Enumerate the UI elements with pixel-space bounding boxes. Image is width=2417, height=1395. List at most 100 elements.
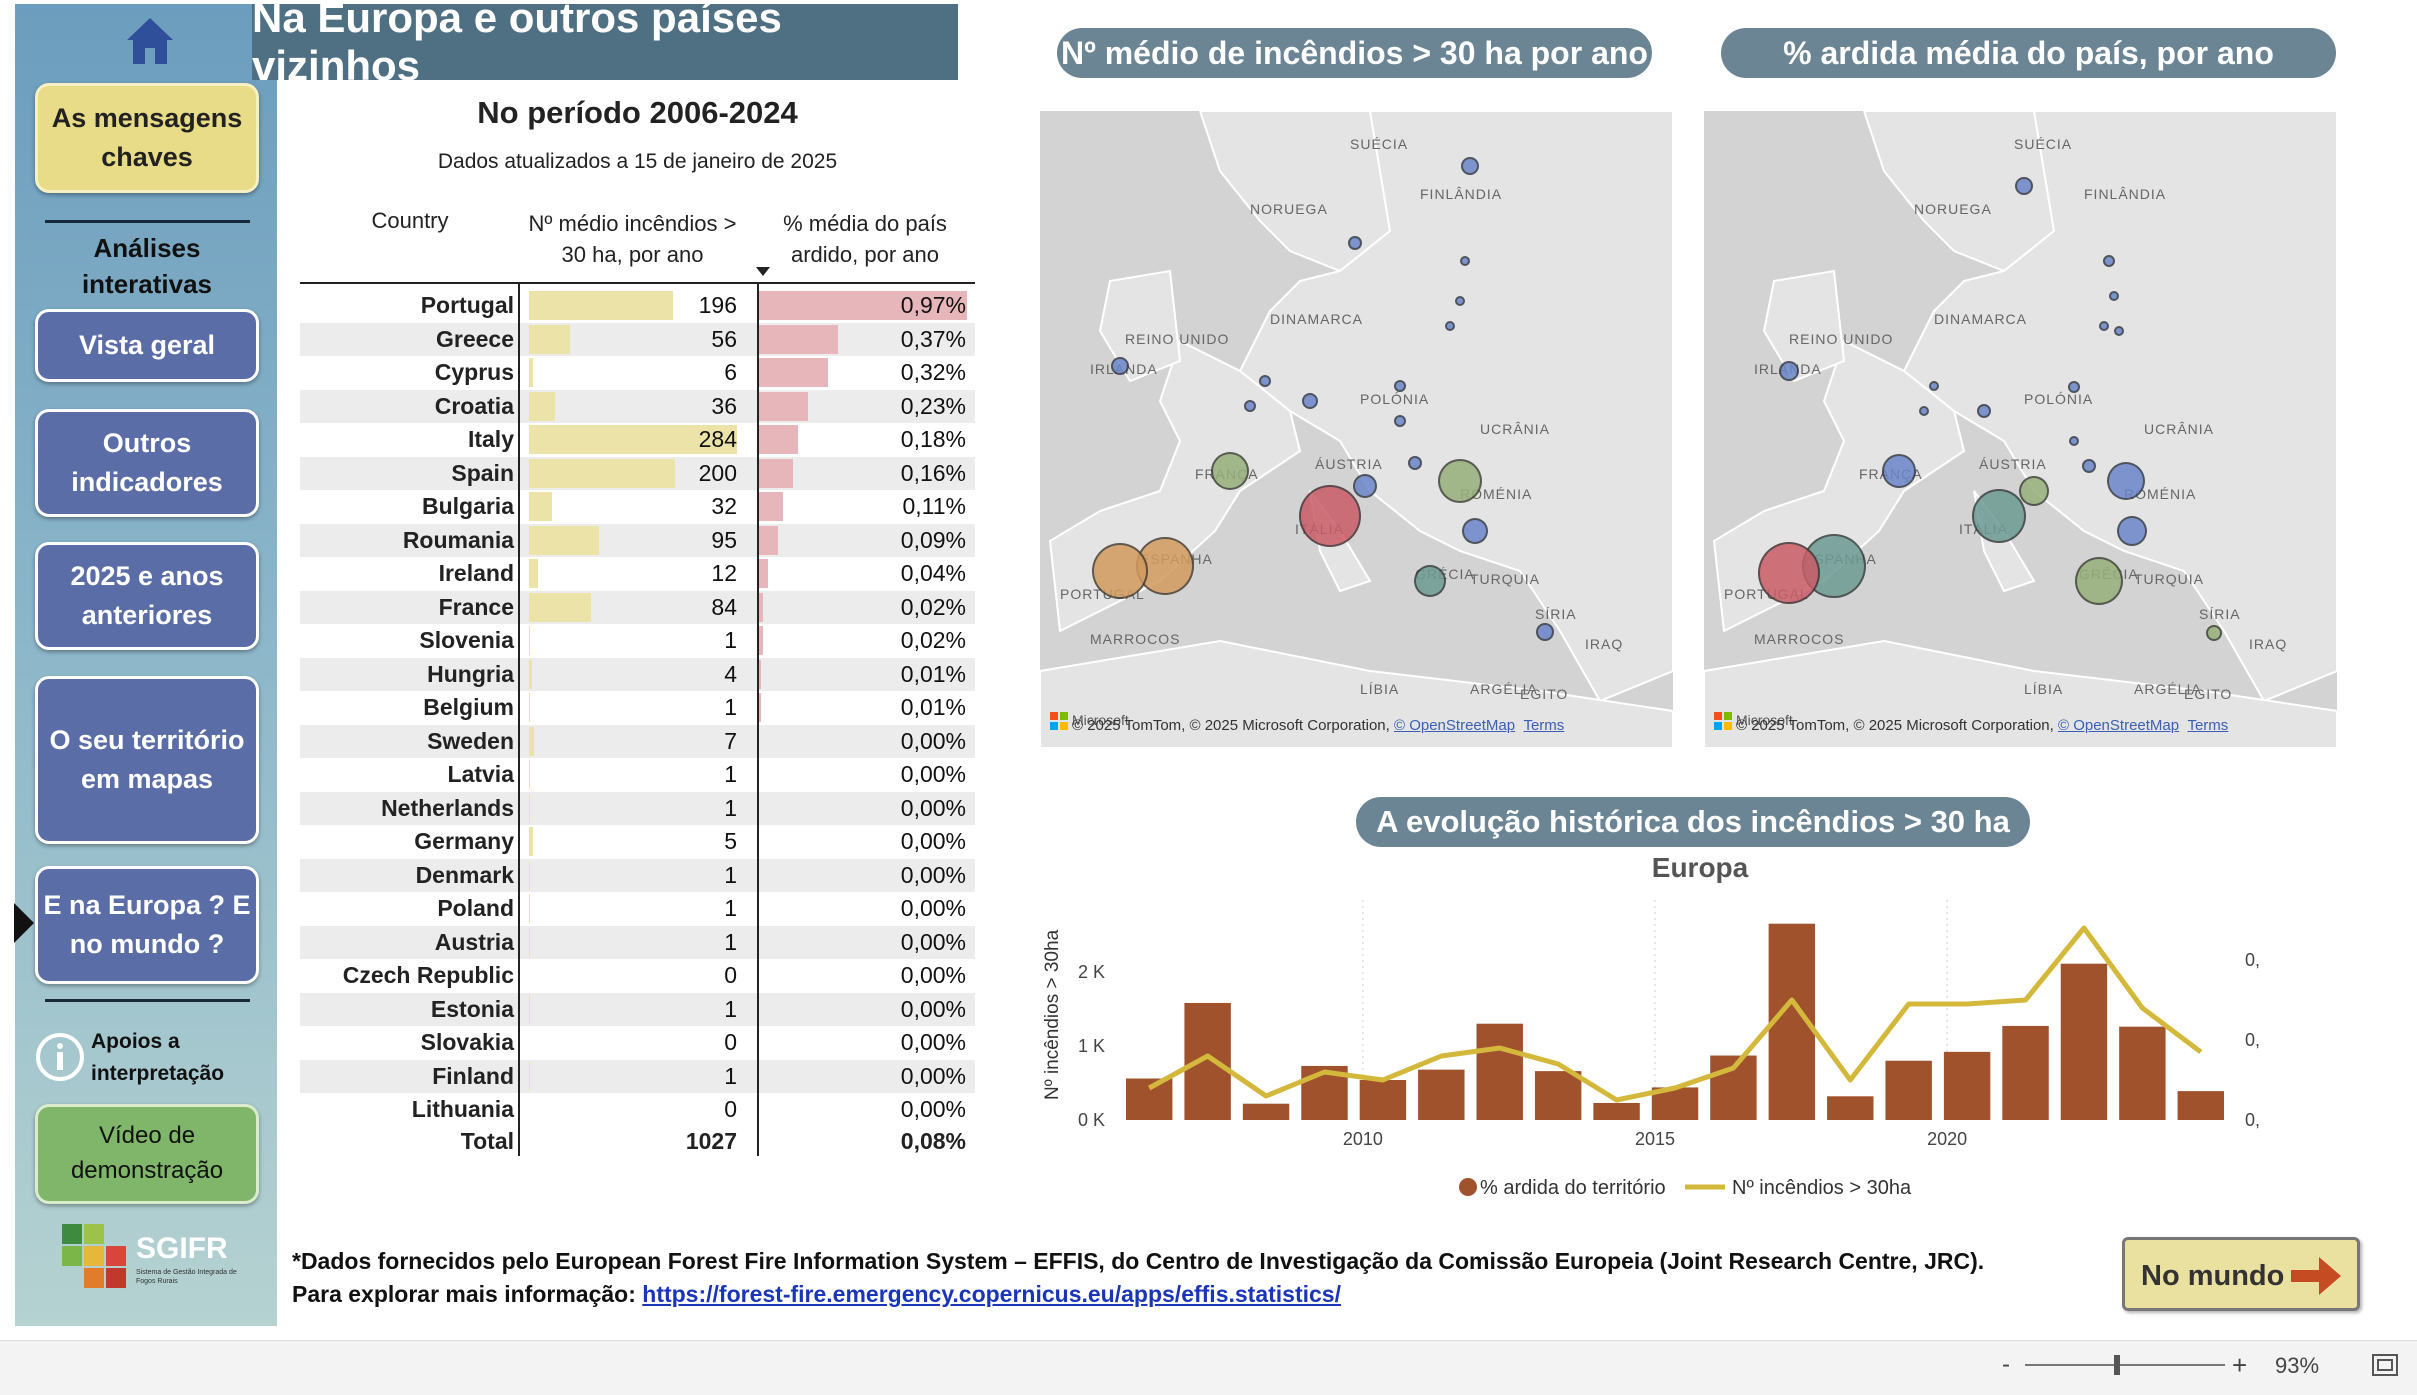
country-bubble[interactable] [1438,459,1482,503]
country-bubble[interactable] [2099,321,2109,331]
chart-bar[interactable] [2119,1026,2166,1120]
zoom-in-button[interactable]: + [2232,1350,2248,1380]
country-bubble[interactable] [1882,454,1916,488]
table-row[interactable]: Estonia 1 0,00% [300,992,975,1026]
table-row[interactable]: Netherlands 1 0,00% [300,791,975,825]
country-bubble[interactable] [1302,393,1318,409]
map-pct[interactable]: SUÉCIA FINLÂNDIA NORUEGA DINAMARCA REINO UNI… [1704,111,2337,748]
col-header-country[interactable]: Country [371,208,449,233]
table-row[interactable]: Czech Republic 0 0,00% [300,959,975,993]
chart-bar[interactable] [1184,1002,1231,1120]
country-bubble[interactable] [1414,565,1446,597]
table-row[interactable]: Slovenia 1 0,02% [300,624,975,658]
chart-bar[interactable] [2002,1025,2049,1120]
table-row[interactable]: Latvia 1 0,00% [300,758,975,792]
world-nav-button[interactable]: No mundo [2122,1237,2360,1311]
chart-bar[interactable] [1534,1071,1582,1120]
table-row[interactable]: Sweden 7 0,00% [300,724,975,758]
country-bubble[interactable] [1758,542,1820,604]
country-bubble[interactable] [2114,326,2124,336]
country-bubble[interactable] [2075,557,2123,605]
country-bubble[interactable] [2107,462,2145,500]
chart-bar[interactable] [1943,1051,1991,1120]
table-row[interactable]: Croatia 36 0,23% [300,389,975,423]
country-bubble[interactable] [2019,476,2049,506]
map-fires[interactable]: SUÉCIA FINLÂNDIA NORUEGA DINAMARCA REINO UNI… [1040,111,1673,748]
home-icon[interactable] [123,14,177,68]
country-bubble[interactable] [2109,291,2119,301]
country-bubble[interactable] [1461,157,1479,175]
country-bubble[interactable] [1462,518,1488,544]
table-row[interactable]: France 84 0,02% [300,590,975,624]
table-row[interactable]: Greece 56 0,37% [300,322,975,356]
country-bubble[interactable] [1929,381,1939,391]
support-link[interactable]: Apoios a interpretação [35,1022,265,1092]
country-bubble[interactable] [2082,459,2096,473]
chart-bar[interactable] [1593,1102,1640,1120]
country-bubble[interactable] [1460,256,1470,266]
table-row[interactable]: Poland 1 0,00% [300,892,975,926]
country-bubble[interactable] [1977,404,1991,418]
europe-world-button[interactable]: E na Europa ? E no mundo ? [35,866,259,984]
country-bubble[interactable] [1353,474,1377,498]
fit-page-icon[interactable] [2372,1354,2398,1376]
table-row[interactable]: Roumania 95 0,09% [300,523,975,557]
chart-line[interactable] [1148,925,2203,1103]
country-bubble[interactable] [1111,357,1129,375]
chart-bar[interactable] [2177,1091,2224,1120]
table-row[interactable]: Spain 200 0,16% [300,456,975,490]
country-bubble[interactable] [1394,380,1406,392]
effis-link[interactable]: https://forest-fire.emergency.copernicus… [642,1281,1341,1307]
col-header-pct[interactable]: % média do país ardido, por ano [783,211,947,267]
overview-button[interactable]: Vista geral [35,309,259,382]
key-messages-button[interactable]: As mensagens chaves [35,83,259,193]
table-row[interactable]: Portugal 196 0,97% [300,289,975,323]
country-bubble[interactable] [1092,543,1148,599]
country-bubble[interactable] [1244,400,1256,412]
table-row[interactable]: Austria 1 0,00% [300,925,975,959]
other-indicators-button[interactable]: Outros indicadores [35,409,259,517]
osm-link[interactable]: © OpenStreetMap [1393,717,1516,734]
table-row[interactable]: Belgium 1 0,01% [300,691,975,725]
country-bubble[interactable] [1299,485,1361,547]
years-button[interactable]: 2025 e anos anteriores [35,542,259,650]
country-bubble[interactable] [1211,452,1249,490]
table-row[interactable]: Lithuania 0 0,00% [300,1093,975,1127]
country-bubble[interactable] [1348,236,1362,250]
zoom-slider[interactable] [2025,1364,2225,1366]
country-bubble[interactable] [2206,625,2222,641]
country-bubble[interactable] [1259,375,1271,387]
zoom-out-button[interactable]: - [2002,1351,2010,1378]
terms-link[interactable]: Terms [2187,717,2229,734]
table-row[interactable]: Italy 284 0,18% [300,423,975,457]
country-bubble[interactable] [2068,381,2080,393]
osm-link[interactable]: © OpenStreetMap [2057,717,2180,734]
chart-bar[interactable] [2060,963,2108,1120]
chart-bar[interactable] [1418,1069,1465,1120]
country-bubble[interactable] [1408,456,1422,470]
table-row[interactable]: Bulgaria 32 0,11% [300,490,975,524]
country-bubble[interactable] [1394,415,1406,427]
table-row[interactable]: Germany 5 0,00% [300,825,975,859]
country-bubble[interactable] [1919,406,1929,416]
country-bubble[interactable] [1445,321,1455,331]
chart-bar[interactable] [1827,1096,1874,1120]
video-button[interactable]: Vídeo de demonstração [35,1104,259,1204]
country-bubble[interactable] [2117,516,2147,546]
country-bubble[interactable] [2015,177,2033,195]
country-bubble[interactable] [1536,623,1554,641]
sort-desc-icon[interactable] [756,267,770,277]
country-bubble[interactable] [1972,489,2026,543]
country-bubble[interactable] [1779,361,1799,381]
country-bubble[interactable] [2103,255,2115,267]
col-header-fires[interactable]: Nº médio incêndios > 30 ha, por ano [528,211,737,267]
country-bubble[interactable] [1455,296,1465,306]
table-row[interactable]: Hungria 4 0,01% [300,657,975,691]
chart-bar[interactable] [1126,1078,1173,1120]
table-row[interactable]: Finland 1 0,00% [300,1059,975,1093]
table-row[interactable]: Cyprus 6 0,32% [300,356,975,390]
table-row[interactable]: Slovakia 0 0,00% [300,1026,975,1060]
chart-bar[interactable] [1476,1023,1523,1120]
country-bubble[interactable] [2069,436,2079,446]
terms-link[interactable]: Terms [1523,717,1565,734]
